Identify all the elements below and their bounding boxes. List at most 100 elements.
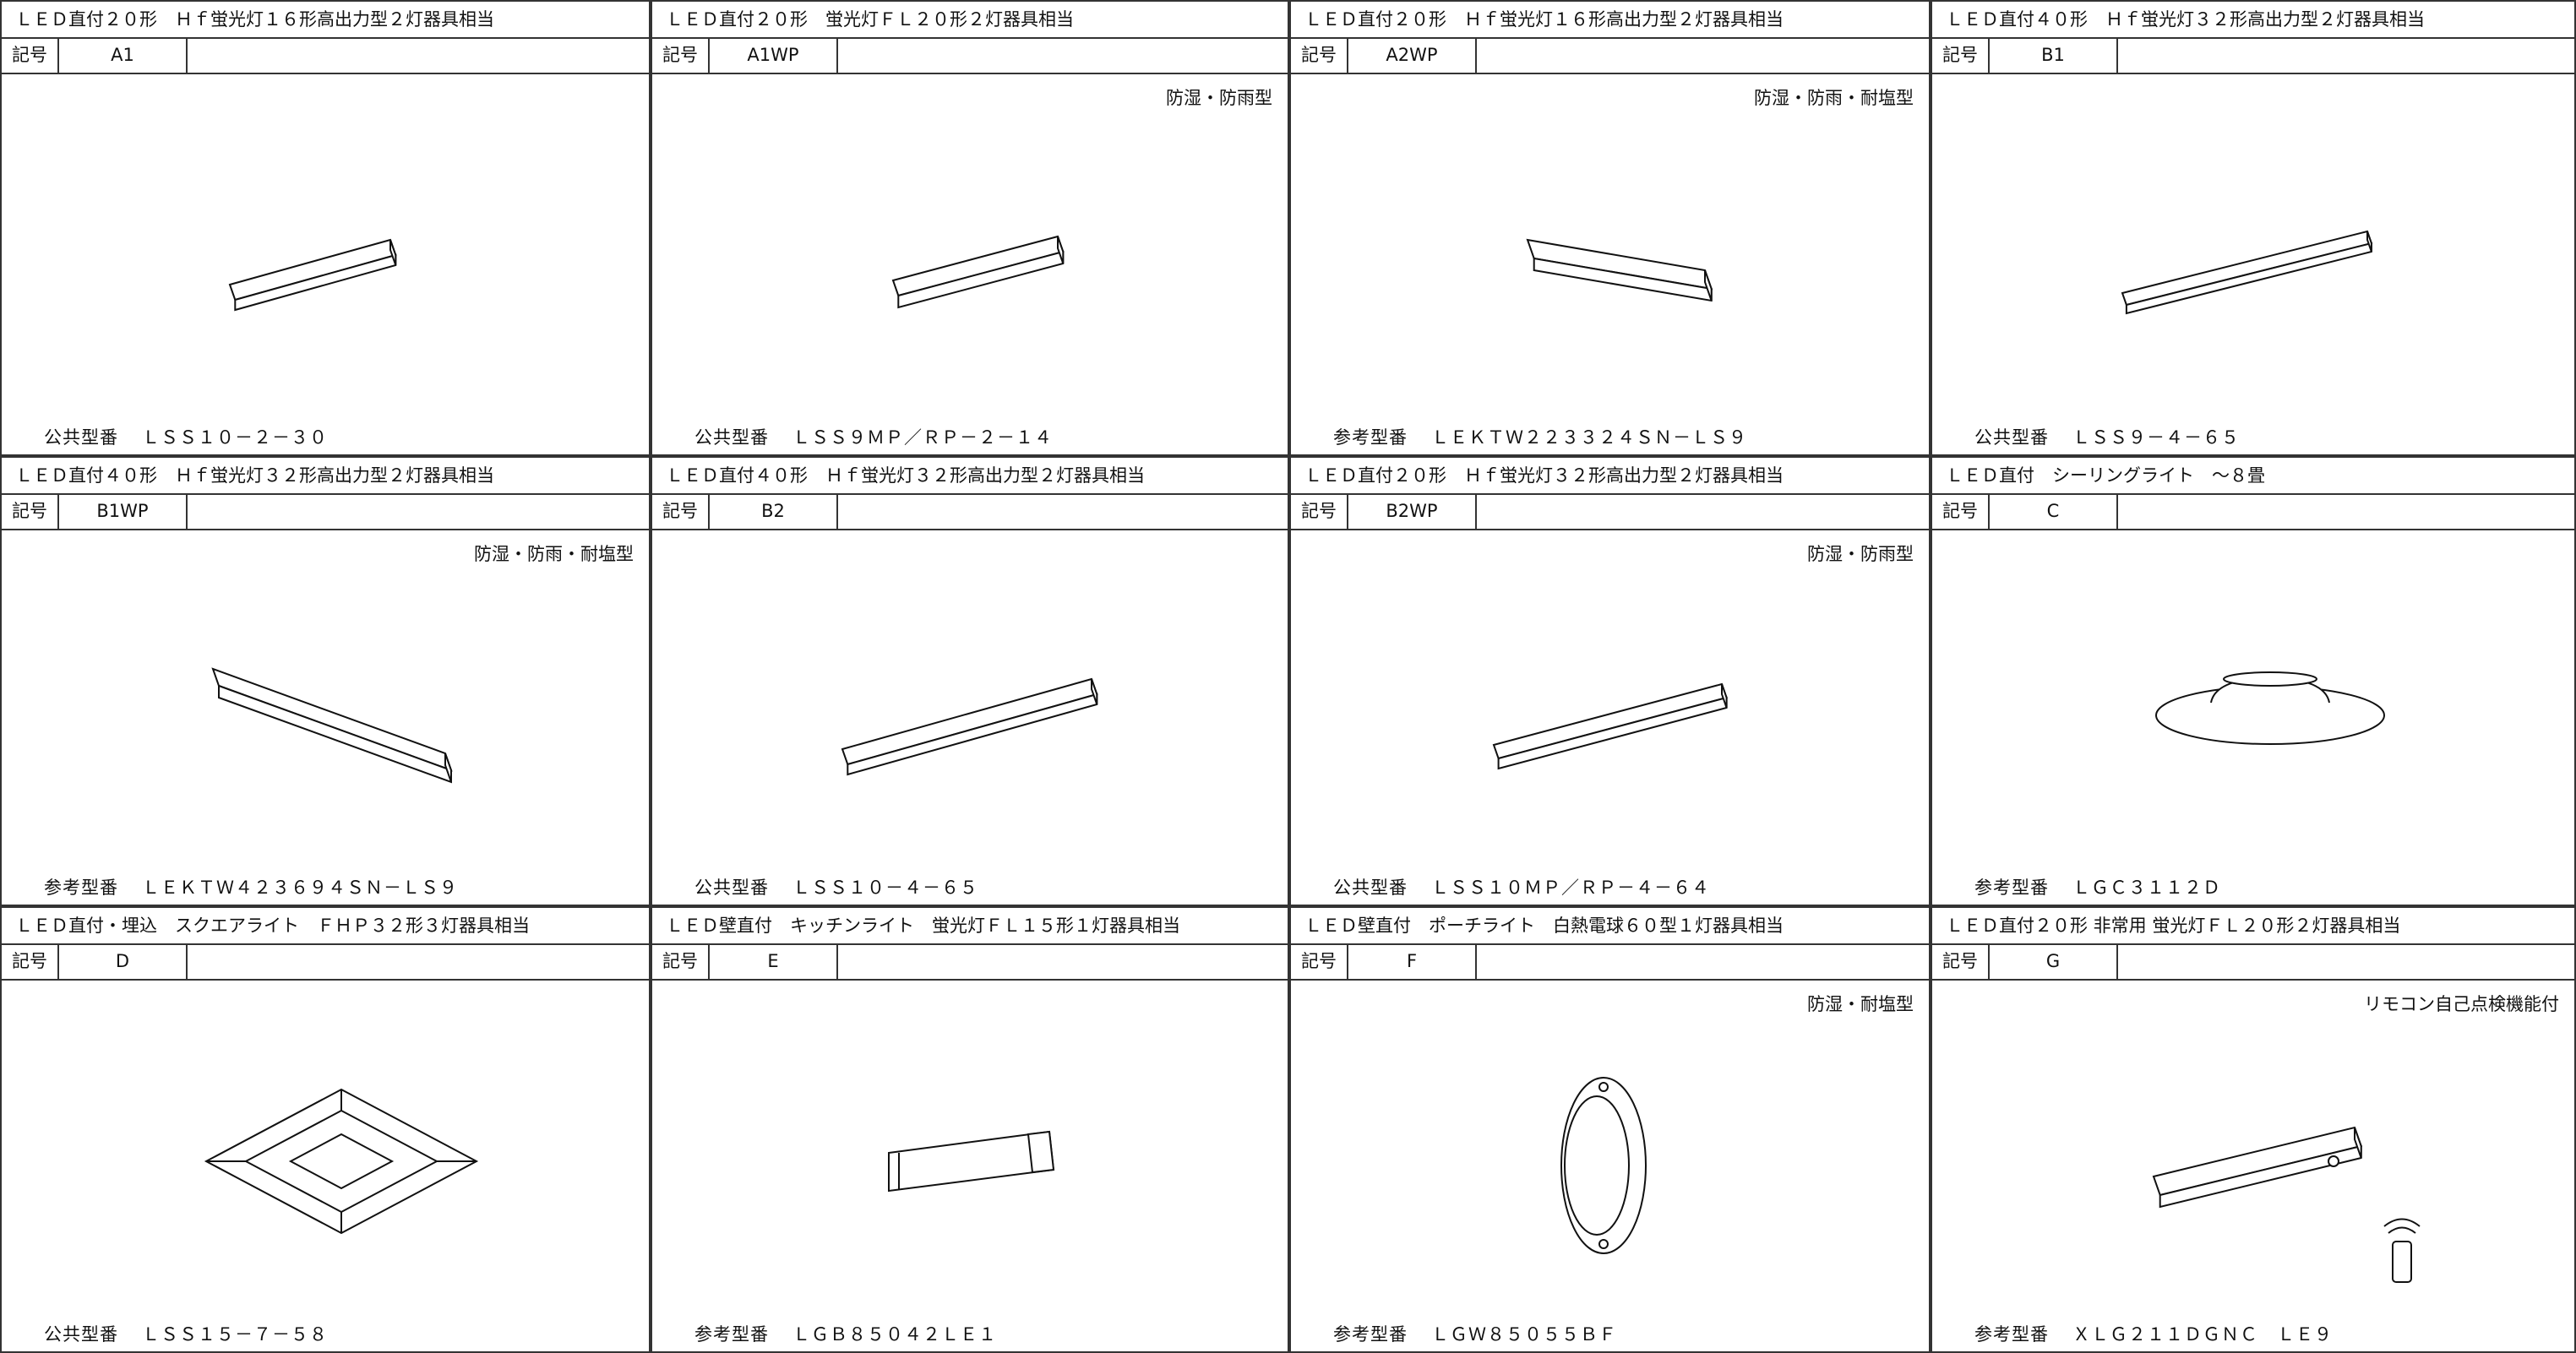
model-number: 参考型番 ＸＬＧ２１１ＤＧＮＣ ＬＥ９	[1974, 1321, 2356, 1346]
symbol-code: B1	[1990, 37, 2118, 73]
drawing-line	[389, 239, 397, 266]
fixture-title: ＬＥＤ直付２０形 Ｈｆ蛍光灯１６形高出力型２灯器具相当	[1291, 2, 1929, 39]
fixture-title: ＬＥＤ壁直付 キッチンライト 蛍光灯ＦＬ１５形１灯器具相当	[652, 908, 1288, 945]
fixture-drawing	[2155, 671, 2385, 745]
drawing-line	[1091, 678, 1098, 705]
model-label: 参考型番	[44, 878, 118, 898]
fixture-drawing	[841, 677, 1098, 776]
model-number: 公共型番 ＬＳＳ９ＭＰ／ＲＰ－２－１４	[694, 424, 1076, 449]
fixture-cell: ＬＥＤ直付 シーリングライト ～８畳 記号 C 参考型番 ＬＧＣ３１１２Ｄ	[1931, 456, 2576, 906]
model-number: 公共型番 ＬＳＳ１０ＭＰ／ＲＰ－４－６４	[1333, 874, 1734, 899]
fixture-cell: ＬＥＤ直付４０形 Ｈｆ蛍光灯３２形高出力型２灯器具相当 記号 B1 公共型番 ＬＳＳ９－…	[1931, 0, 2576, 456]
symbol-code: E	[710, 943, 838, 979]
drawing-line	[2121, 230, 2373, 307]
symbol-label: 記号	[1291, 943, 1348, 979]
symbol-label: 記号	[1932, 943, 1990, 979]
fixture-drawing	[2152, 1126, 2421, 1283]
model-label: 公共型番	[44, 1324, 118, 1345]
symbol-label: 記号	[1291, 37, 1348, 73]
fixture-note: 防湿・防雨型	[1807, 544, 1914, 564]
fixture-cell: ＬＥＤ直付・埋込 スクエアライト ＦＨＰ３２形３灯器具相当 記号 D 公共型番 ＬＳＳ１…	[0, 906, 651, 1353]
model-value: ＬＳＳ１０ＭＰ／ＲＰ－４－６４	[1431, 878, 1710, 898]
fixture-cell: ＬＥＤ壁直付 キッチンライト 蛍光灯ＦＬ１５形１灯器具相当 記号 E 参考型番 ＬＧＢ８…	[651, 906, 1289, 1353]
fixture-note: 防湿・防雨・耐塩型	[474, 544, 634, 564]
model-value: ＬＧＢ８５０４２ＬＥ１	[792, 1324, 997, 1345]
model-label: 公共型番	[1974, 427, 2049, 448]
fixture-drawing	[204, 1088, 479, 1235]
drawing-line	[1564, 1095, 1630, 1236]
drawing-line	[2223, 671, 2317, 687]
drawing-line	[218, 684, 452, 784]
fixture-title: ＬＥＤ壁直付 ポーチライト 白熱電球６０型１灯器具相当	[1291, 908, 1929, 945]
symbol-row: 記号 A1	[2, 37, 649, 74]
fixture-cell: ＬＥＤ直付２０形 Ｈｆ蛍光灯１６形高出力型２灯器具相当 記号 A1 公共型番 ＬＳＳ１０…	[0, 0, 651, 456]
drawing-line	[1497, 696, 1728, 770]
model-number: 公共型番 ＬＳＳ１０－４－６５	[694, 874, 1002, 899]
fixture-cell: ＬＥＤ直付４０形 Ｈｆ蛍光灯３２形高出力型２灯器具相当 記号 B2 公共型番 ＬＳＳ１０…	[651, 456, 1289, 906]
model-number: 参考型番 ＬＧＣ３１１２Ｄ	[1974, 874, 2245, 899]
model-number: 公共型番 ＬＳＳ９－４－６５	[1974, 424, 2263, 449]
drawing-line	[1598, 1082, 1609, 1092]
symbol-row: 記号 E	[652, 943, 1288, 981]
model-value: ＬＥＫＴＷ２２３３２４ＳＮ－ＬＳ９	[1431, 427, 1747, 448]
symbol-code: A1	[59, 37, 188, 73]
drawing-line	[847, 693, 1098, 776]
symbol-code: A1WP	[710, 37, 838, 73]
model-number: 参考型番 ＬＥＫＴＷ４２３６９４ＳＮ－ＬＳ９	[44, 874, 482, 899]
drawing-line	[2388, 1226, 2416, 1234]
model-label: 参考型番	[1974, 878, 2049, 898]
model-label: 参考型番	[694, 1324, 769, 1345]
fixture-cell: ＬＥＤ壁直付 ポーチライト 白熱電球６０型１灯器具相当 記号 F 防湿・耐塩型 参考型番…	[1289, 906, 1931, 1353]
model-value: ＬＳＳ１０－２－３０	[142, 427, 328, 448]
symbol-label: 記号	[652, 493, 710, 529]
fixture-title: ＬＥＤ直付２０形 非常用 蛍光灯ＦＬ２０形２灯器具相当	[1932, 908, 2574, 945]
fixture-drawing	[1492, 682, 1728, 770]
model-label: 公共型番	[1333, 878, 1408, 898]
fixture-drawing	[211, 667, 453, 784]
fixture-drawing	[891, 235, 1065, 309]
model-number: 公共型番 ＬＳＳ１０－２－３０	[44, 424, 351, 449]
fixture-cell: ＬＥＤ直付２０形 Ｈｆ蛍光灯３２形高出力型２灯器具相当 記号 B2WP 防湿・防雨型公…	[1289, 456, 1931, 906]
fixture-cell: ＬＥＤ直付２０形 蛍光灯ＦＬ２０形２灯器具相当 記号 A1WP 防湿・防雨型 公共型番 Ｌ…	[651, 0, 1289, 456]
symbol-row: 記号 B1	[1932, 37, 2574, 74]
symbol-label: 記号	[1932, 37, 1990, 73]
symbol-row: 記号 B2	[652, 493, 1288, 530]
drawing-line	[1704, 269, 1713, 302]
model-label: 参考型番	[1974, 1324, 2049, 1345]
drawing-line	[2366, 231, 2372, 253]
model-number: 公共型番 ＬＳＳ１５－７－５８	[44, 1321, 351, 1346]
model-number: 参考型番 ＬＧＷ８５０５５ＢＦ	[1333, 1321, 1641, 1346]
fixture-cell: ＬＥＤ直付２０形 Ｈｆ蛍光灯１６形高出力型２灯器具相当 記号 A2WP 防湿・防雨・耐…	[1289, 0, 1931, 456]
model-number: 参考型番 ＬＥＫＴＷ２２３３２４ＳＮ－ＬＳ９	[1333, 424, 1771, 449]
model-value: ＬＥＫＴＷ４２３６９４ＳＮ－ＬＳ９	[142, 878, 458, 898]
fixture-title: ＬＥＤ直付・埋込 スクエアライト ＦＨＰ３２形３灯器具相当	[2, 908, 649, 945]
drawing-line	[211, 667, 453, 772]
fixture-drawing	[228, 238, 397, 312]
drawing-line	[1721, 683, 1728, 709]
model-number: 参考型番 ＬＧＢ８５０４２ＬＥ１	[694, 1321, 1021, 1346]
drawing-line	[2354, 1127, 2362, 1159]
model-value: ＬＧＷ８５０５５ＢＦ	[1431, 1324, 1617, 1345]
fixture-cell: ＬＥＤ直付２０形 非常用 蛍光灯ＦＬ２０形２灯器具相当 記号 G リモコン自己点検機能…	[1931, 906, 2576, 1353]
model-value: ＬＳＳ９－４－６５	[2072, 427, 2240, 448]
symbol-code: D	[59, 943, 188, 979]
drawing-line	[2392, 1241, 2412, 1283]
model-value: ＬＳＳ１０－４－６５	[792, 878, 978, 898]
fixture-note: リモコン自己点検機能付	[2364, 994, 2559, 1014]
drawing-line	[2383, 1218, 2421, 1227]
fixture-note: 防湿・防雨型	[1166, 88, 1272, 108]
fixture-title: ＬＥＤ直付 シーリングライト ～８畳	[1932, 458, 2574, 495]
symbol-code: F	[1348, 943, 1477, 979]
symbol-label: 記号	[1291, 493, 1348, 529]
drawing-line	[1027, 1130, 1055, 1174]
model-label: 公共型番	[694, 878, 769, 898]
drawing-line	[1598, 1239, 1609, 1249]
symbol-code: A2WP	[1348, 37, 1477, 73]
drawing-line	[444, 753, 452, 783]
symbol-row: 記号 D	[2, 943, 649, 981]
symbol-code: G	[1990, 943, 2118, 979]
fixture-drawing	[1526, 238, 1713, 302]
fixture-title: ＬＥＤ直付２０形 蛍光灯ＦＬ２０形２灯器具相当	[652, 2, 1288, 39]
model-value: ＸＬＧ２１１ＤＧＮＣ ＬＥ９	[2072, 1324, 2333, 1345]
